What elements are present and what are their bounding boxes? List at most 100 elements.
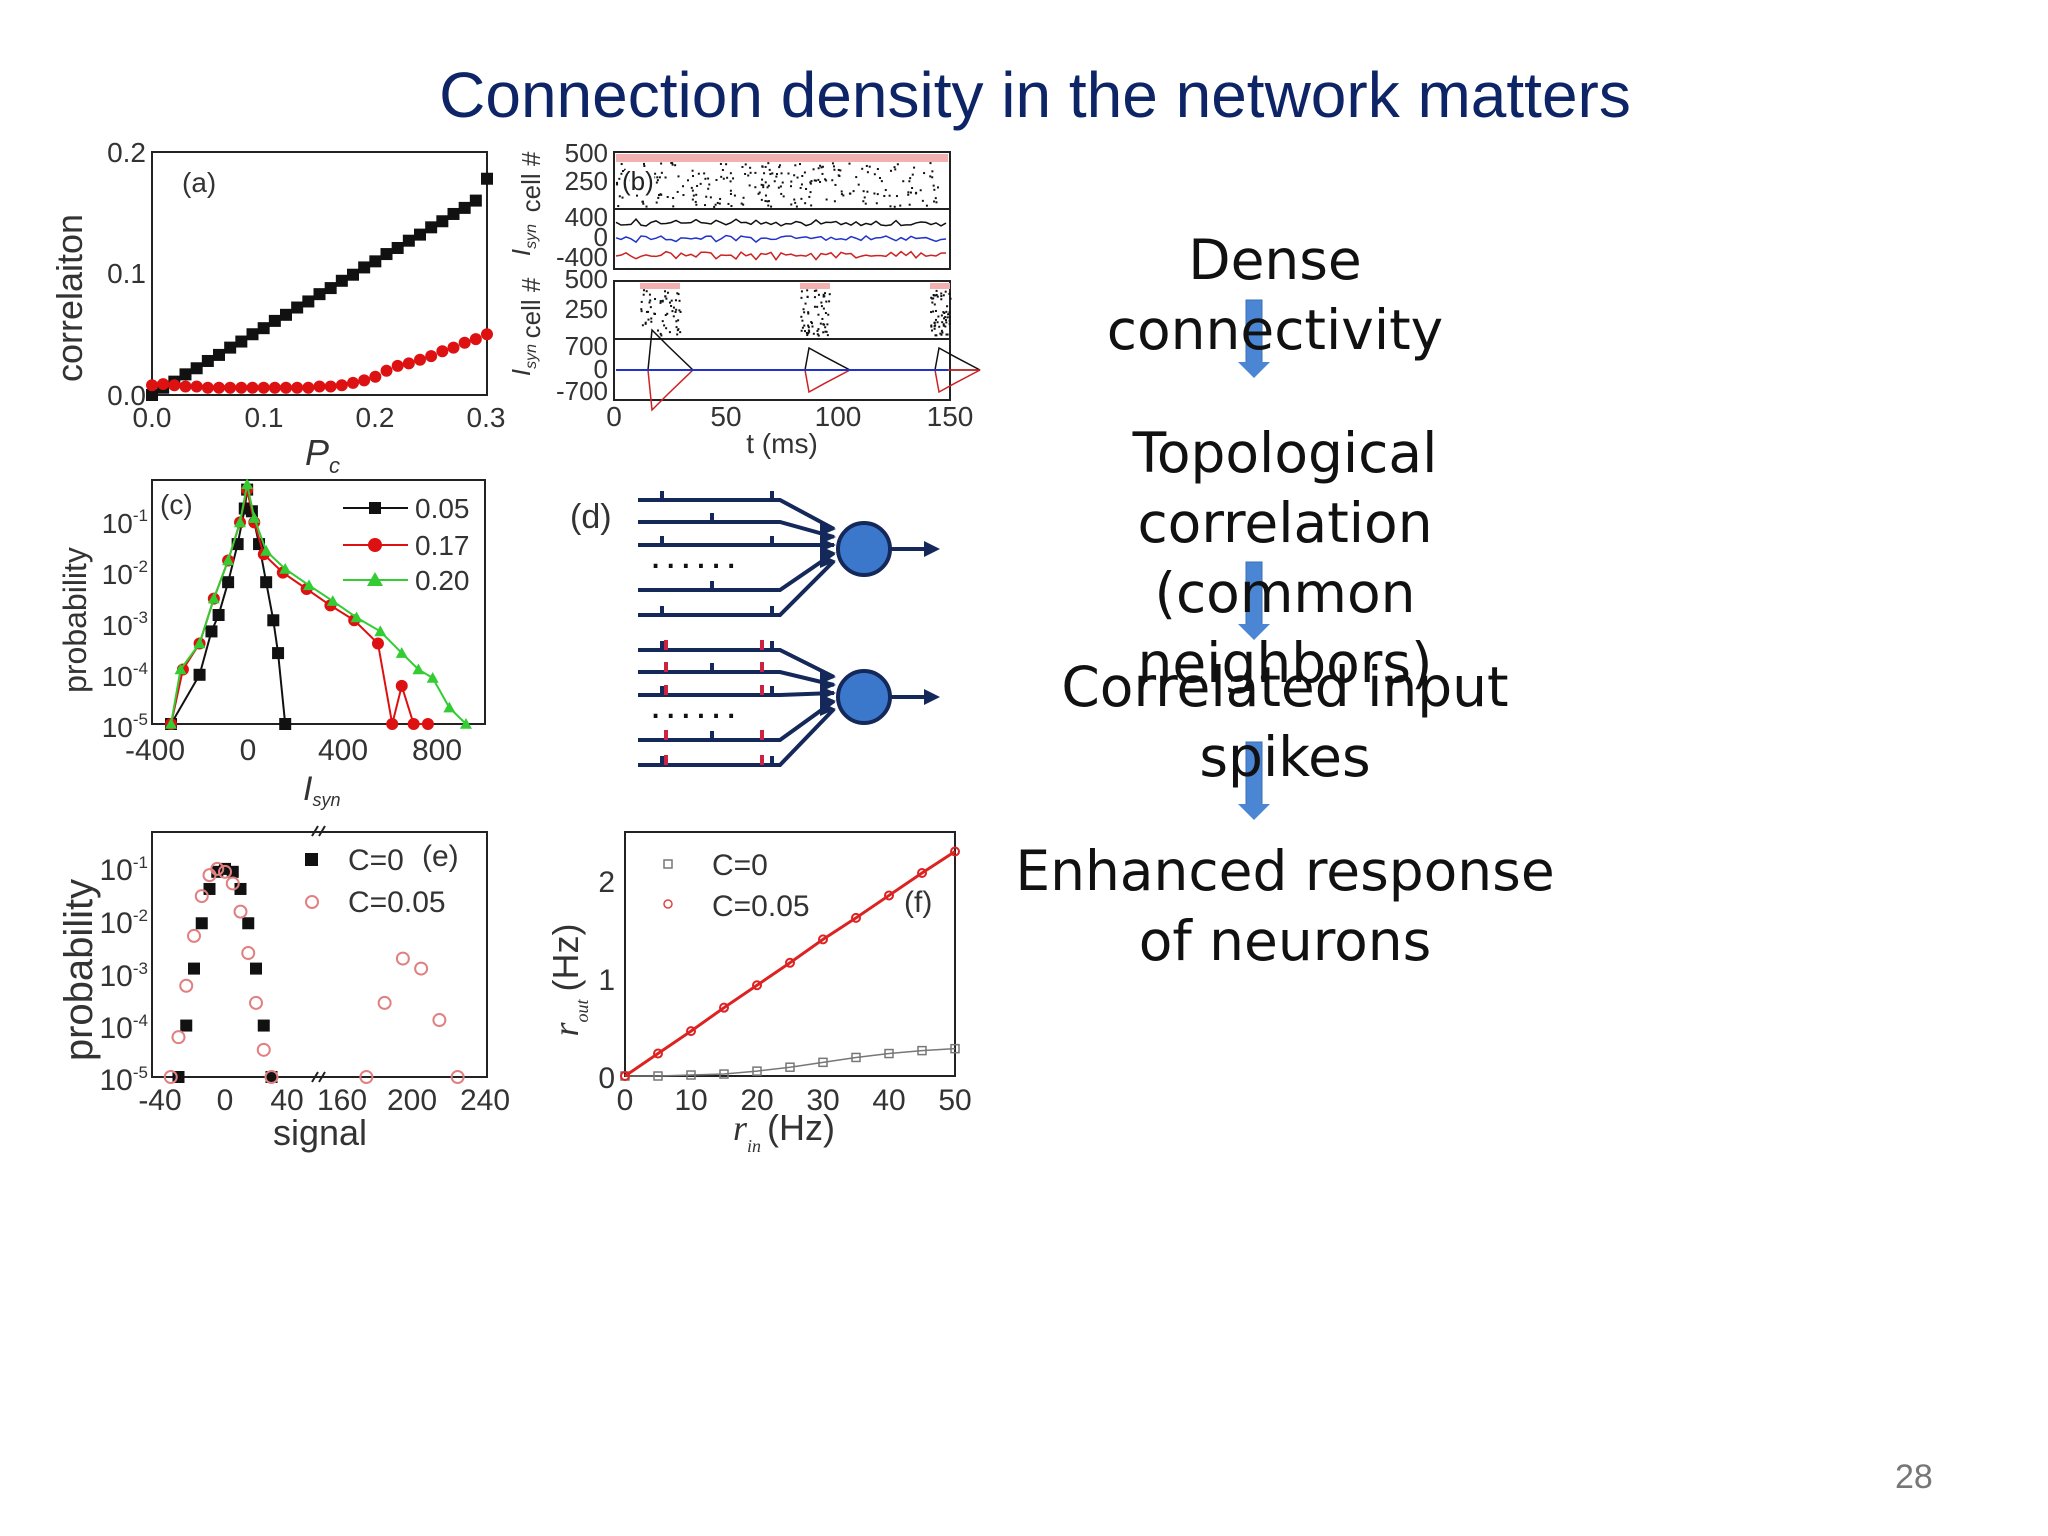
panel-e-point-s0-1 bbox=[180, 1019, 193, 1032]
panel-b-raster-bottom-dot-1-10 bbox=[812, 332, 815, 335]
panel-b-raster-top-dot-235 bbox=[817, 167, 820, 170]
panel-b-raster-top-dot-98 bbox=[833, 168, 836, 171]
panel-b-raster-top-dot-95 bbox=[907, 193, 910, 196]
panel-b-raster-bottom-dot-0-1 bbox=[659, 301, 662, 304]
panel-b-raster-top-dot-156 bbox=[768, 168, 771, 171]
panel-b-raster-top-dot-28 bbox=[631, 180, 634, 183]
panel-a-point-s1-5 bbox=[201, 381, 214, 394]
panel-a-point-s0-4 bbox=[190, 362, 203, 375]
panel-b-raster-top-dot-218 bbox=[729, 189, 732, 192]
panel-b-raster-bottom-dot-1-30 bbox=[824, 292, 827, 295]
panel-a-point-s1-12 bbox=[280, 381, 292, 394]
panel-b-raster-top-dot-26 bbox=[660, 171, 663, 174]
panel-b-raster-top-dot-219 bbox=[646, 181, 649, 184]
panel-b-tick-500a: 500 bbox=[565, 138, 608, 168]
panel-b-raster-top-dot-144 bbox=[817, 178, 820, 181]
panel-a-point-s1-14 bbox=[302, 381, 315, 394]
panel-b-raster-bottom-dot-2-20 bbox=[936, 321, 939, 324]
panel-b-raster-bottom-dot-1-42 bbox=[813, 289, 816, 292]
panel-b-raster-top-dot-167 bbox=[933, 200, 936, 203]
panel-a-point-s1-27 bbox=[447, 341, 460, 354]
panel-b-raster-top-dot-117 bbox=[913, 166, 916, 169]
panel-b-raster-bottom-dot-1-5 bbox=[806, 334, 809, 337]
panel-a-point-s0-3 bbox=[179, 368, 192, 381]
neuron-bottom-spike-0-0 bbox=[660, 641, 664, 650]
panel-b-raster-bottom-dot-0-12 bbox=[669, 301, 672, 304]
panel-a-xtick-2: 0.2 bbox=[356, 402, 395, 433]
panel-c-xlabel: Isyn bbox=[303, 770, 340, 810]
panel-b-raster-top-dot-0 bbox=[777, 186, 780, 189]
neuron-bottom-spike-0-2 bbox=[770, 641, 774, 650]
panel-b-raster-top-dot-147 bbox=[864, 202, 867, 205]
panel-b-raster-bottom-dot-0-47 bbox=[674, 310, 677, 313]
panel-b-raster-bottom-dot-0-35 bbox=[644, 322, 647, 325]
panel-a-point-s0-30 bbox=[481, 172, 493, 185]
panel-b-raster-top-dot-164 bbox=[820, 166, 823, 169]
panel-b-raster-top-dot-108 bbox=[889, 169, 892, 172]
panel-b-raster-bottom-dot-1-23 bbox=[806, 295, 809, 298]
panel-b-raster-bottom-dot-2-36 bbox=[932, 310, 935, 313]
panel-c-point-s2-4 bbox=[222, 554, 235, 566]
panel-b-raster-top-dot-49 bbox=[809, 182, 812, 185]
panel-b-raster-top-dot-123 bbox=[729, 172, 732, 175]
panel-b-raster-top-dot-155 bbox=[794, 164, 797, 167]
panel-b-raster-top-dot-119 bbox=[744, 163, 747, 166]
panel-b-raster-bottom-dot-2-32 bbox=[930, 311, 933, 314]
panel-c-point-s2-8 bbox=[260, 544, 273, 556]
panel-b-raster-bottom-dot-2-22 bbox=[945, 310, 948, 313]
panel-b-raster-bottom-dot-2-6 bbox=[936, 295, 939, 298]
panel-b-raster-bottom-dot-1-35 bbox=[804, 302, 807, 305]
panel-b-raster-bottom-dot-1-54 bbox=[805, 331, 808, 334]
panel-b-raster-top-dot-59 bbox=[894, 168, 897, 171]
panel-b-raster-bottom-dot-2-49 bbox=[930, 325, 933, 328]
panel-b-raster-bottom-dot-0-11 bbox=[647, 310, 650, 313]
panel-b-raster-top-dot-193 bbox=[873, 173, 876, 176]
panel-b-raster-top-dot-240 bbox=[929, 175, 932, 178]
panel-a-point-s1-23 bbox=[402, 357, 415, 370]
panel-b-raster-top-dot-140 bbox=[799, 186, 802, 189]
panel-b-raster-bottom-dot-2-17 bbox=[934, 318, 937, 321]
panel-c-point-s2-1 bbox=[174, 663, 187, 675]
panel-b-raster-top-dot-169 bbox=[893, 205, 896, 208]
panel-b-raster-bottom-dot-2-7 bbox=[940, 333, 943, 336]
panel-e-point-s1-17 bbox=[414, 961, 429, 976]
panel-c-legend-0: 0.05 bbox=[415, 493, 470, 524]
panel-b-raster-bottom bbox=[640, 283, 952, 337]
panel-b-raster-bottom-dot-0-42 bbox=[649, 299, 652, 302]
panel-b-raster-top-dot-47 bbox=[645, 205, 648, 208]
flow-step-topological-line1: Topological correlation bbox=[1132, 421, 1438, 555]
panel-b-raster-bottom-dot-0-27 bbox=[645, 310, 648, 313]
panel-b-raster-bottom-dot-1-18 bbox=[826, 323, 829, 326]
panel-b-raster-bottom-dot-2-44 bbox=[942, 324, 945, 327]
panel-b-raster-top-dot-236 bbox=[699, 182, 702, 185]
neuron-bottom-spike-2-2 bbox=[770, 686, 774, 695]
panel-f-point-s1-8 bbox=[884, 890, 894, 901]
panel-b-raster-top-dot-106 bbox=[716, 201, 719, 204]
panel-f-point-s1-0 bbox=[620, 1071, 630, 1081]
panel-b-raster-top-dot-8 bbox=[837, 168, 840, 171]
panel-e-xtick-5: 240 bbox=[460, 1084, 510, 1117]
panel-b-raster-top-dot-30 bbox=[931, 176, 934, 179]
panel-b-raster-top-dot-200 bbox=[650, 181, 653, 184]
panel-f-point-s0-8 bbox=[884, 1048, 894, 1059]
panel-b-raster-top-dot-25 bbox=[866, 190, 869, 193]
panel-b-raster-top-dot-191 bbox=[733, 194, 736, 197]
flow-arrow-head-1 bbox=[1238, 624, 1270, 640]
panel-b-raster-bottom-dot-2-40 bbox=[930, 324, 933, 327]
panel-b-raster-top-dot-173 bbox=[819, 164, 822, 167]
panel-b-tick-0a: 0 bbox=[594, 222, 608, 252]
panel-b-raster-top-dot-115 bbox=[635, 194, 638, 197]
panel-e-point-s1-15 bbox=[377, 995, 392, 1010]
panel-b-raster-bottom-dot-0-38 bbox=[642, 293, 645, 296]
neuron-top-spike-3-1 bbox=[710, 581, 714, 590]
panel-b-raster-bottom-dot-0-16 bbox=[666, 291, 669, 294]
panel-b-raster-top-dot-255 bbox=[866, 171, 869, 174]
panel-b-raster-bottom-dot-1-37 bbox=[820, 301, 823, 304]
panel-b-raster-top-dot-159 bbox=[803, 171, 806, 174]
neuron-bottom-red-spike-a-0 bbox=[664, 640, 668, 650]
panel-b-raster-top-dot-158 bbox=[696, 184, 699, 187]
panel-b-raster-bottom-dot-0-52 bbox=[660, 334, 663, 337]
panel-b-raster-bottom-dot-2-58 bbox=[948, 322, 951, 325]
panel-b-raster-top-dot-170 bbox=[895, 195, 898, 198]
panel-b-raster-top-dot-184 bbox=[642, 168, 645, 171]
